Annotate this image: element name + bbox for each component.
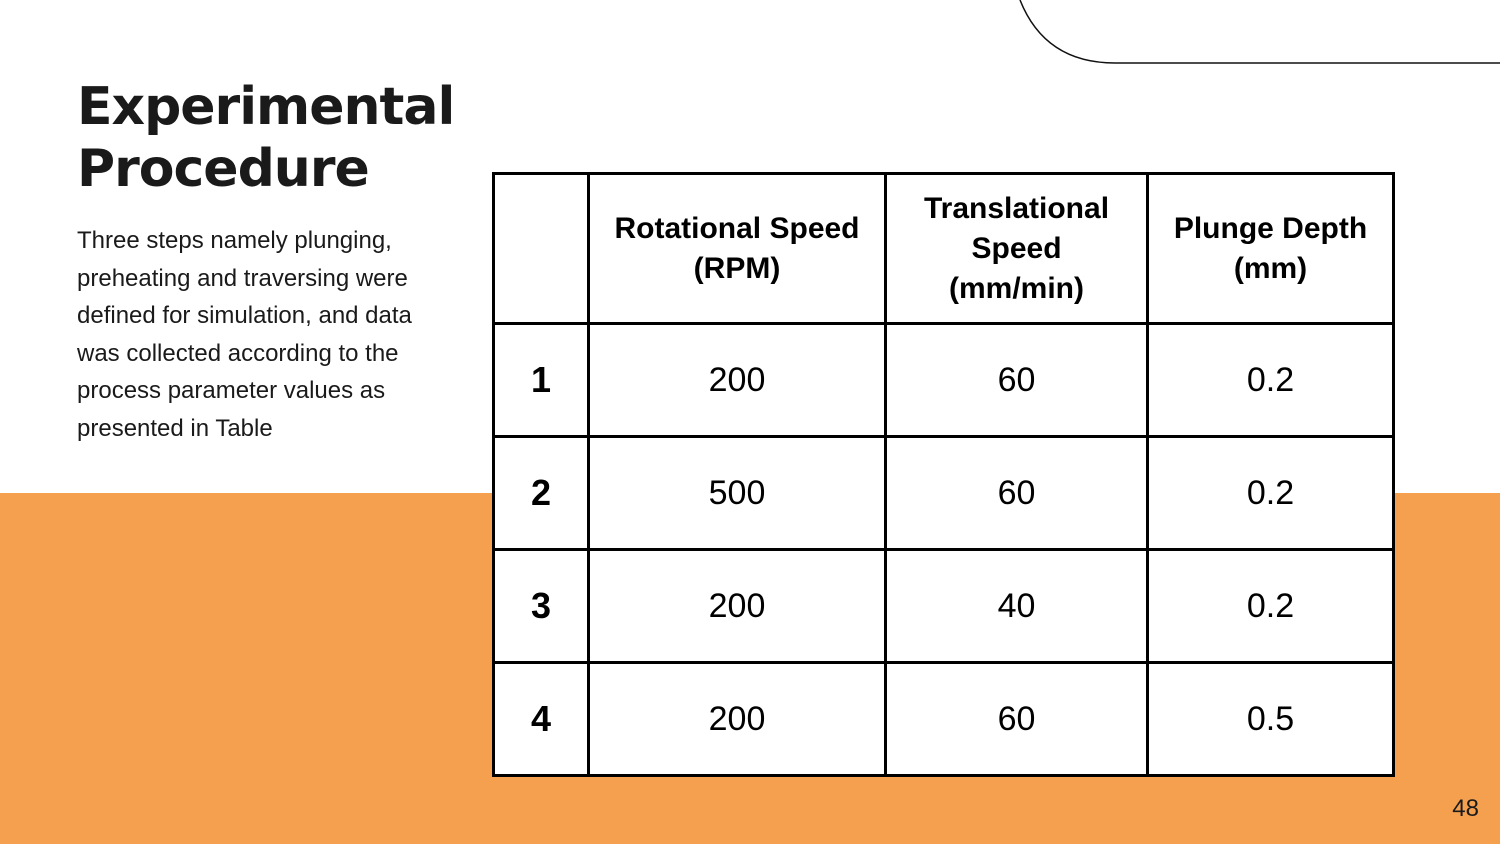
header-cell-rotational-speed: Rotational Speed (RPM) (587, 172, 887, 325)
translational-speed-cell: 40 (884, 548, 1149, 664)
translational-speed-cell: 60 (884, 322, 1149, 438)
plunge-depth-cell: 0.5 (1146, 661, 1395, 777)
table-row: 4 200 60 0.5 (492, 661, 1395, 777)
header-cell-index (492, 172, 590, 325)
translational-speed-cell: 60 (884, 435, 1149, 551)
decorative-arc (1019, 0, 1500, 64)
plunge-depth-cell: 0.2 (1146, 548, 1395, 664)
table-row: 2 500 60 0.2 (492, 435, 1395, 551)
table-row: 1 200 60 0.2 (492, 322, 1395, 438)
process-parameters-table: Rotational Speed (RPM) Translational Spe… (492, 172, 1395, 777)
page-number: 48 (1452, 795, 1479, 822)
rotational-speed-cell: 200 (587, 661, 887, 777)
slide-title: Experimental Procedure (77, 77, 455, 199)
rotational-speed-cell: 200 (587, 548, 887, 664)
row-number: 1 (492, 322, 590, 438)
rotational-speed-cell: 200 (587, 322, 887, 438)
slide-body-text: Three steps namely plunging, preheating … (77, 227, 412, 442)
row-number: 2 (492, 435, 590, 551)
rotational-speed-cell: 500 (587, 435, 887, 551)
plunge-depth-cell: 0.2 (1146, 435, 1395, 551)
row-number: 4 (492, 661, 590, 777)
table-row: 3 200 40 0.2 (492, 548, 1395, 664)
header-cell-plunge-depth: Plunge Depth (mm) (1146, 172, 1395, 325)
plunge-depth-cell: 0.2 (1146, 322, 1395, 438)
header-cell-translational-speed: Translational Speed (mm/min) (884, 172, 1149, 325)
row-number: 3 (492, 548, 590, 664)
translational-speed-cell: 60 (884, 661, 1149, 777)
table-header-row: Rotational Speed (RPM) Translational Spe… (492, 172, 1395, 325)
